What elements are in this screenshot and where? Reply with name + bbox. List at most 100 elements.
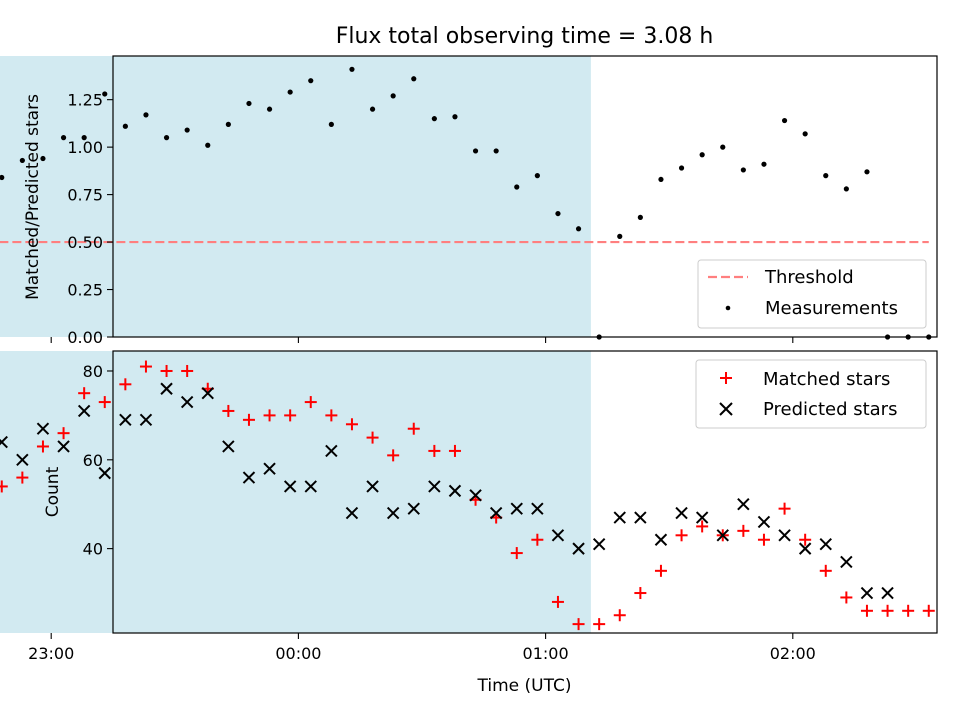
- measurement-point: [802, 131, 808, 137]
- predicted-stars-point: [57, 440, 70, 453]
- measurement-point: [555, 210, 561, 217]
- predicted-stars-point: [119, 413, 132, 427]
- predicted-stars-point: [325, 444, 338, 458]
- predicted-stars-point: [77, 404, 91, 418]
- matched-stars-point: [696, 520, 709, 533]
- matched-stars-legend-swatch: [720, 372, 732, 384]
- matched-stars-point: [593, 618, 606, 631]
- matched-stars-legend-label: Matched stars: [763, 369, 890, 390]
- matched-stars-point: [366, 431, 379, 444]
- predicted-stars-point: [819, 537, 832, 551]
- matched-stars-point: [902, 604, 915, 617]
- measurement-point: [575, 226, 582, 232]
- predicted-stars-point: [840, 555, 853, 569]
- measurement-point: [369, 106, 376, 112]
- measurement-point: [637, 214, 643, 220]
- measurement-point: [781, 117, 788, 124]
- predicted-stars-point: [407, 502, 420, 515]
- matched-stars-point: [222, 404, 235, 417]
- predicted-stars-point: [860, 586, 874, 600]
- ratio-y-tick-label: 0.00: [67, 328, 103, 347]
- predicted-stars-point: [592, 537, 606, 551]
- measurement-point: [60, 135, 67, 141]
- x-tick-label: 00:00: [275, 644, 321, 663]
- predicted-stars-point: [345, 506, 359, 520]
- predicted-stars-point: [201, 386, 214, 400]
- measurement-point: [617, 233, 623, 239]
- measurement-point: [761, 161, 767, 167]
- matched-stars-point: [263, 409, 276, 422]
- measurement-point: [349, 66, 355, 72]
- matched-stars-point: [448, 444, 461, 457]
- count-series-plus: [0, 360, 935, 631]
- predicted-stars-point: [489, 506, 503, 520]
- ratio-legend-box: [697, 259, 927, 329]
- measurement-point: [266, 106, 273, 112]
- measurement-point: [452, 114, 458, 120]
- predicted-stars-point: [386, 506, 400, 520]
- measurement-point: [864, 169, 870, 175]
- matched-stars-point: [345, 418, 358, 431]
- ratio-y-tick-label: 0.50: [67, 233, 103, 252]
- matched-stars-point: [139, 360, 152, 373]
- measurement-point: [823, 173, 829, 179]
- measurement-point: [411, 76, 417, 82]
- measurement-point: [534, 173, 540, 179]
- ratio-y-tick-label: 0.25: [67, 281, 103, 300]
- measurements-legend-label: Measurements: [765, 298, 898, 319]
- count-legend: Matched stars Predicted stars: [695, 359, 927, 429]
- matched-stars-point: [119, 378, 132, 391]
- predicted-stars-point: [98, 466, 111, 480]
- predicted-stars-point: [222, 440, 235, 453]
- matched-stars-point: [881, 604, 894, 617]
- matched-stars-point: [531, 533, 544, 546]
- matched-stars-point: [799, 533, 812, 546]
- measurements-legend-swatch: [725, 305, 731, 311]
- measurement-point: [225, 121, 231, 127]
- measurement-point: [143, 112, 149, 118]
- ratio-axes-frame: [112, 55, 938, 338]
- matched-stars-point: [36, 440, 49, 453]
- ratio-y-tick-label: 0.75: [67, 186, 103, 205]
- predicted-stars-point: [716, 529, 729, 542]
- count-y-tick-label: 80: [83, 362, 103, 381]
- count-x-axis-label: Time (UTC): [477, 676, 572, 696]
- predicted-stars-point: [304, 480, 317, 493]
- matched-stars-point: [284, 409, 297, 422]
- count-y-tick-label: 60: [83, 451, 103, 470]
- predicted-stars-point: [654, 533, 668, 546]
- x-tick-label: 23:00: [28, 644, 74, 663]
- measurement-point: [184, 127, 190, 133]
- predicted-stars-point: [778, 529, 791, 542]
- matched-stars-point: [78, 387, 91, 400]
- predicted-stars-point: [366, 480, 379, 493]
- predicted-stars-point: [469, 489, 482, 502]
- matched-stars-point: [98, 396, 111, 409]
- matched-stars-point: [922, 604, 935, 617]
- predicted-stars-point: [242, 471, 256, 484]
- predicted-stars-point: [798, 542, 812, 555]
- predicted-stars-point: [531, 502, 544, 515]
- predicted-stars-point: [551, 529, 565, 542]
- measurement-point: [720, 144, 726, 150]
- ratio-y-tick-label: 1.25: [67, 91, 103, 110]
- measurement-point: [287, 89, 293, 95]
- matched-stars-point: [181, 364, 194, 377]
- matched-stars-point: [675, 529, 688, 542]
- matched-stars-point: [819, 564, 832, 577]
- matched-stars-point: [634, 587, 647, 600]
- predicted-stars-point: [283, 480, 297, 493]
- matched-stars-point: [428, 444, 441, 457]
- predicted-stars-point: [613, 511, 626, 524]
- measurement-point: [308, 78, 314, 84]
- measurement-point: [493, 148, 499, 154]
- matched-stars-point: [551, 595, 564, 608]
- matched-stars-point: [737, 524, 750, 537]
- count-y-axis-label: Count: [43, 466, 63, 517]
- predicted-stars-point: [180, 395, 194, 409]
- measurement-point: [843, 186, 849, 192]
- matched-stars-point: [0, 480, 8, 493]
